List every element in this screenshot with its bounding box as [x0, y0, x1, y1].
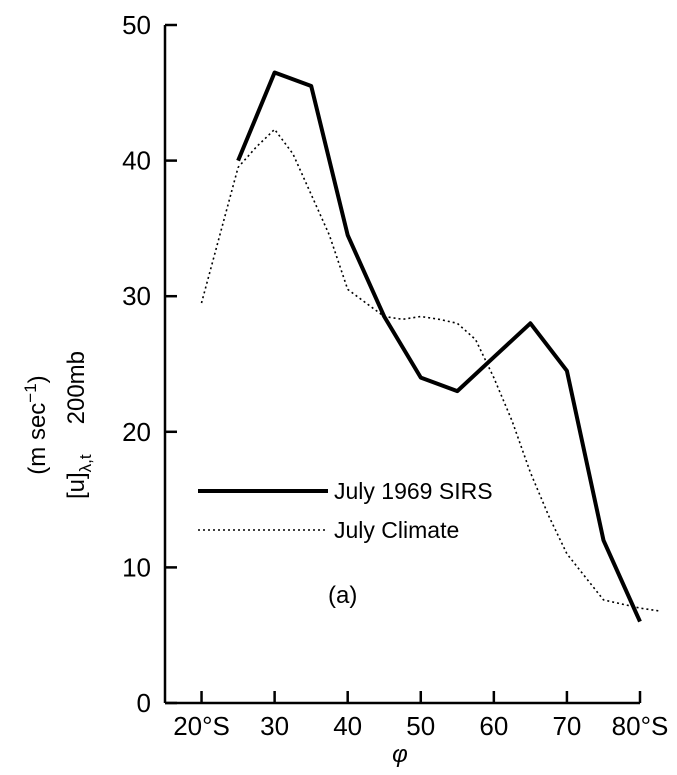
- y-axis-label-level: 200mb: [63, 351, 90, 424]
- legend-label-sirs: July 1969 SIRS: [334, 478, 493, 504]
- legend: July 1969 SIRS July Climate: [198, 478, 493, 543]
- y-tick-label: 20: [122, 417, 151, 447]
- y-axis-label-sub: λ,t: [76, 454, 95, 472]
- y-tick-label: 0: [137, 688, 151, 718]
- x-axis-ticks: 20°S 30 40 50 60 70 80°S: [173, 691, 668, 741]
- y-axis-label-main: [u]: [63, 472, 90, 499]
- y-axis-label: (m sec−1): [21, 375, 51, 474]
- x-tick-label: 70: [552, 711, 581, 741]
- x-tick-label: 30: [260, 711, 289, 741]
- series-group: [200, 70, 659, 623]
- y-axis-label-quantity: [u]λ,t 200mb: [63, 351, 95, 499]
- y-axis-ticks: 0 10 20 30 40 50: [122, 10, 177, 718]
- x-tick-label: 50: [406, 711, 435, 741]
- series-line-climate: [200, 128, 659, 612]
- y-tick-label: 30: [122, 281, 151, 311]
- y-tick-label: 10: [122, 552, 151, 582]
- series-line-sirs: [236, 70, 642, 623]
- y-axis-label-units-close: ): [24, 375, 51, 383]
- plot-area: 0 10 20 30 40 50 20°S 30 40 50 60 70 80°S: [122, 10, 668, 741]
- y-axis-label-units-exp: −1: [21, 383, 40, 402]
- x-tick-label: 40: [333, 711, 362, 741]
- y-tick-label: 50: [122, 10, 151, 40]
- legend-label-climate: July Climate: [334, 517, 459, 543]
- y-axis-label-units-open: (m sec: [24, 403, 51, 475]
- y-tick-label: 40: [122, 146, 151, 176]
- x-tick-label: 80°S: [612, 711, 669, 741]
- x-axis-label: φ: [392, 741, 408, 768]
- x-tick-label: 20°S: [173, 711, 230, 741]
- panel-label: (a): [328, 582, 357, 609]
- x-tick-label: 60: [479, 711, 508, 741]
